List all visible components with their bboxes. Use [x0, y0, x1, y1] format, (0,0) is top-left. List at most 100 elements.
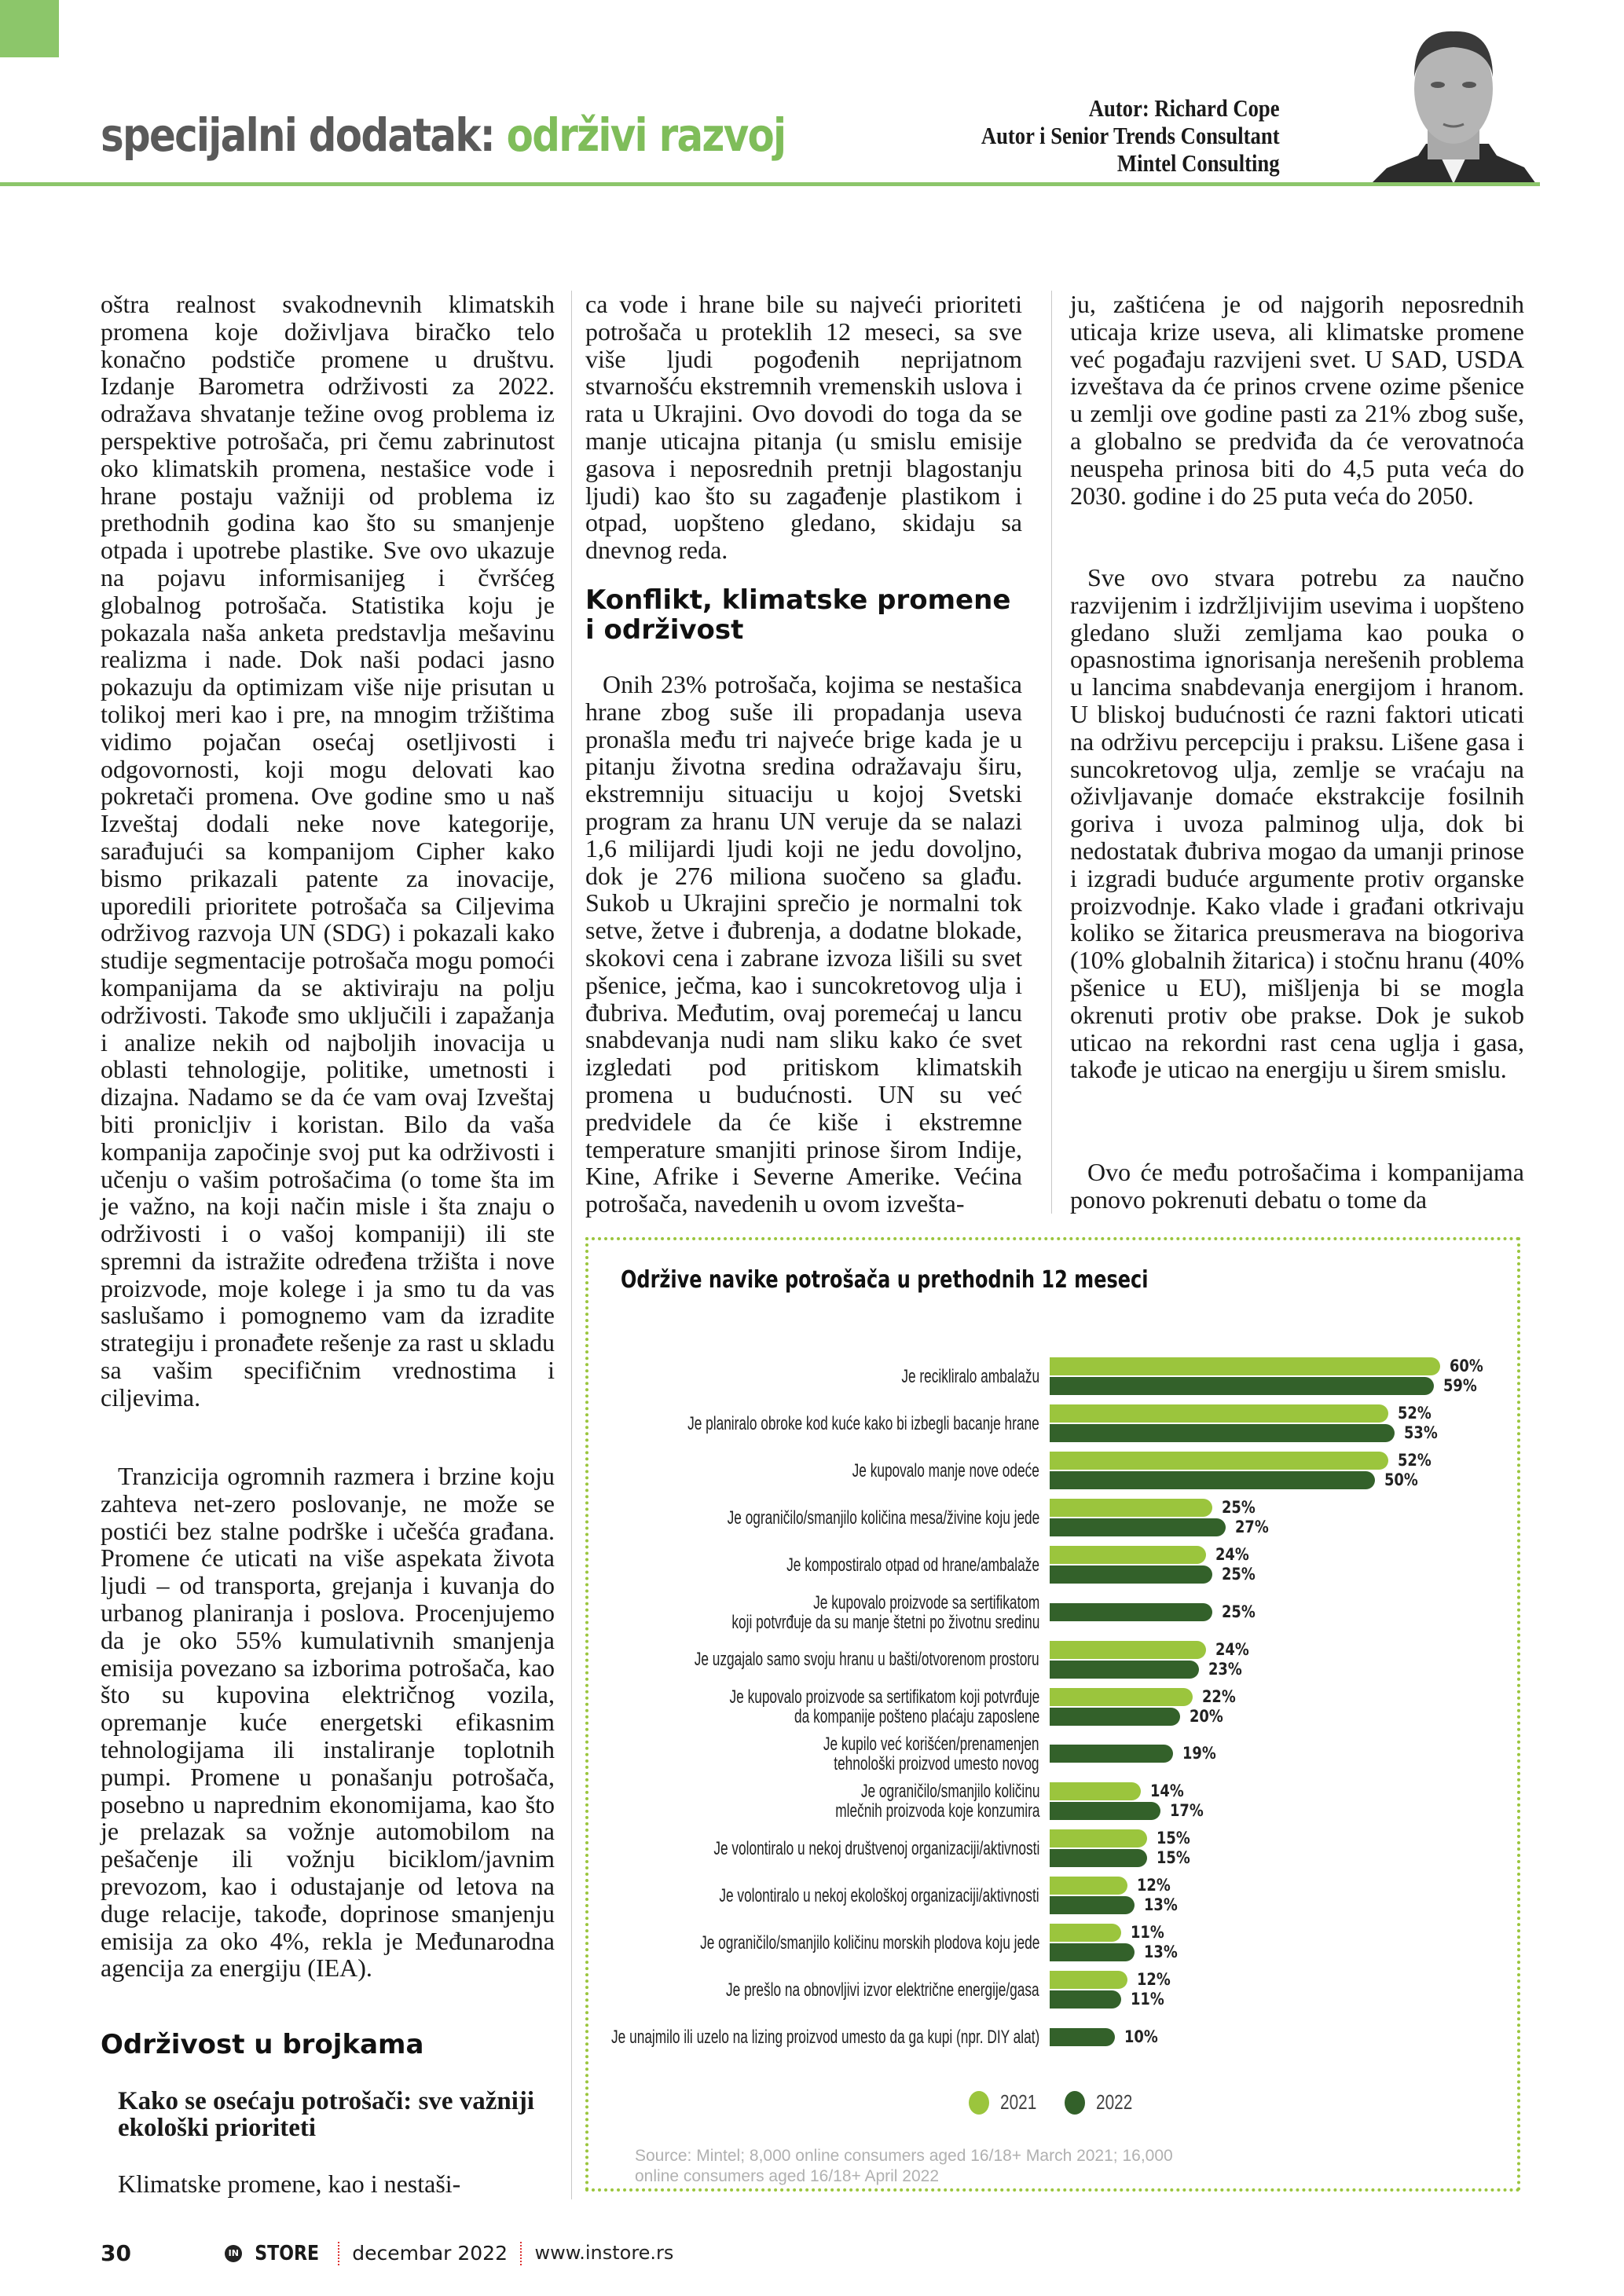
article-column-2b: Onih 23% potrošača, kojima se nestašica …: [585, 671, 1022, 1218]
bar-2021: [1050, 1924, 1122, 1943]
category-label: Je volontiralo u nekoj ekološkoj organiz…: [720, 1886, 1039, 1906]
legend-swatch-2021: [969, 2091, 989, 2115]
category-label-line: Je volontiralo u nekoj društvenoj organi…: [713, 1837, 1039, 1859]
category-label-line: Je kupovalo manje nove odeće: [852, 1459, 1039, 1481]
value-label-2021: 22%: [1202, 1686, 1236, 1706]
category-label: Je kupilo već korišćen/prenamenjen tehnol…: [823, 1734, 1039, 1774]
legend-label: 2021: [1000, 2090, 1037, 2114]
section-topic: održivi razvoj: [506, 108, 786, 162]
category-label-line: Je kompostiralo otpad od hrane/ambalaže: [786, 1554, 1039, 1576]
value-label-2022: 25%: [1222, 1565, 1256, 1584]
page-number: 30: [101, 2240, 131, 2266]
logo-store: STORE: [255, 2241, 320, 2265]
value-label-2022: 23%: [1208, 1659, 1243, 1679]
value-label-2022: 25%: [1222, 1602, 1256, 1621]
bar-2022: [1050, 1707, 1180, 1726]
article-column-3b: Sve ovo stvara potrebu za naučno razvije…: [1070, 564, 1524, 1083]
value-label-2021: 15%: [1157, 1829, 1190, 1847]
bar-2022: [1050, 1660, 1200, 1679]
value-label-2022: 15%: [1157, 1848, 1190, 1867]
value-label-2022: 50%: [1384, 1470, 1418, 1490]
value-label-2022: 13%: [1143, 1895, 1178, 1915]
bar-2021: [1050, 1499, 1212, 1518]
category-label: Je planiralo obroke kod kuće kako bi izb…: [687, 1414, 1039, 1434]
value-label-2021: 52%: [1397, 1404, 1432, 1423]
category-label: Je uzgajalo samo svoju hranu u bašti/otv…: [695, 1650, 1039, 1669]
section-heading: Konflikt, klimatske promene i održivost: [585, 584, 1011, 646]
value-label-2022: 27%: [1234, 1518, 1269, 1537]
value-label-2021: 11%: [1131, 1923, 1164, 1943]
column-divider: [1051, 291, 1052, 1214]
paragraph: Tranzicija ogromnih razmera i brzine koj…: [101, 1462, 555, 1983]
bar-2022: [1050, 1377, 1434, 1395]
chart-title: Održive navike potrošača u prethodnih 12…: [621, 1266, 1149, 1294]
author-name: Autor: Richard Cope: [1089, 94, 1280, 122]
category-label-line: Je ograničilo/smanjilo količinu: [860, 1780, 1039, 1802]
paragraph: oštra realnost svakodnevnih klimatskih p…: [101, 290, 555, 1412]
category-label-line: Je volontiralo u nekoj ekološkoj organiz…: [719, 1884, 1039, 1906]
category-label-line: koji potvrđuje da su manje štetni po živ…: [731, 1611, 1039, 1633]
category-label-line: Je prešlo na obnovljivi izvor električne…: [726, 1979, 1039, 2001]
paragraph: Onih 23% potrošača, kojima se nestašica …: [585, 670, 1022, 1218]
category-label-line: Je unajmilo ili uzelo na lizing proizvod…: [610, 2026, 1039, 2048]
value-label-2022: 59%: [1443, 1376, 1477, 1395]
magazine-logo: IN STORE: [225, 2241, 324, 2265]
paragraph: Sve ovo stvara potrebu za naučno razvije…: [1070, 563, 1524, 1084]
value-label-2021: 60%: [1449, 1357, 1483, 1375]
value-label-2021: 12%: [1137, 1970, 1171, 1990]
value-label-2022: 13%: [1143, 1943, 1178, 1962]
article-column-3: ju, zaštićena je od najgorih neposrednih…: [1070, 291, 1524, 509]
category-label: Je kupovalo proizvode sa sertifikatom ko…: [729, 1687, 1039, 1727]
bar-2021: [1050, 1404, 1388, 1423]
value-label-2021: 52%: [1397, 1451, 1432, 1470]
bar-2022: [1050, 1603, 1212, 1621]
footer: 30 IN STORE decembar 2022 www.instore.rs: [101, 2240, 673, 2266]
value-label-2022: 19%: [1182, 1744, 1217, 1763]
value-label-2021: 25%: [1222, 1498, 1256, 1518]
website-link[interactable]: www.instore.rs: [534, 2242, 674, 2264]
category-label: Je ograničilo/smanjilo količinu mlečnih p…: [835, 1782, 1039, 1821]
article-column-2: ca vode i hrane bile su najveći priorite…: [585, 291, 1022, 564]
category-label-line: Je planiralo obroke kod kuće kako bi izb…: [687, 1412, 1039, 1434]
logo-in-icon: IN: [225, 2244, 243, 2262]
article-column-1: oštra realnost svakodnevnih klimatskih p…: [101, 291, 555, 1412]
legend-swatch-2022: [1065, 2091, 1085, 2115]
bar-2021: [1050, 1971, 1128, 1990]
paragraph: Klimatske promene, kao i nestaši-: [118, 2170, 461, 2198]
value-label-2021: 24%: [1215, 1639, 1249, 1659]
paragraph: Ovo će među potrošačima i kompanijama po…: [1070, 1158, 1524, 1214]
category-label-line: da kompanije pošteno plaćaju zaposlene: [794, 1705, 1039, 1727]
category-label-line: Je ograničilo/smanjilo količinu morskih …: [699, 1932, 1039, 1954]
bar-2021: [1050, 1829, 1148, 1847]
author-role: Autor i Senior Trends Consultant: [981, 122, 1280, 149]
category-label: Je ograničilo/smanjilo količina mesa/živ…: [727, 1508, 1039, 1528]
bar-2021: [1050, 1640, 1206, 1659]
article-column-1c: Klimatske promene, kao i nestaši-: [101, 2170, 555, 2198]
issue-date: decembar 2022: [352, 2242, 508, 2265]
author-photo: [1371, 31, 1536, 184]
section-title: specijalni dodatak: održivi razvoj: [101, 108, 786, 162]
category-label-line: Je uzgajalo samo svoju hranu u bašti/otv…: [695, 1649, 1039, 1671]
author-block: Autor: Richard Cope Autor i Senior Trend…: [981, 94, 1280, 177]
bar-2021: [1050, 1546, 1206, 1565]
header-rule: [0, 182, 1540, 186]
value-label-2022: 11%: [1131, 1990, 1164, 2009]
bar-2022: [1050, 1896, 1135, 1915]
value-label-2021: 12%: [1137, 1876, 1171, 1895]
bar-2021: [1050, 1877, 1128, 1895]
bar-2022: [1050, 1745, 1174, 1763]
bar-2022: [1050, 1471, 1375, 1490]
corner-accent: [0, 0, 59, 57]
category-label: Je kupovalo manje nove odeće: [852, 1461, 1039, 1481]
bar-2022: [1050, 1849, 1148, 1867]
article-column-3c: Ovo će među potrošačima i kompanijama po…: [1070, 1159, 1524, 1214]
value-label-2022: 20%: [1189, 1706, 1223, 1726]
article-column-1b: Tranzicija ogromnih razmera i brzine koj…: [101, 1463, 555, 1982]
bar-2021: [1050, 1782, 1141, 1800]
bar-2022: [1050, 1990, 1122, 2009]
chart-box: [585, 1237, 1520, 2192]
bar-2022: [1050, 1424, 1395, 1443]
author-company: Mintel Consulting: [1117, 149, 1280, 177]
category-label: Je recikliralo ambalažu: [901, 1367, 1039, 1386]
